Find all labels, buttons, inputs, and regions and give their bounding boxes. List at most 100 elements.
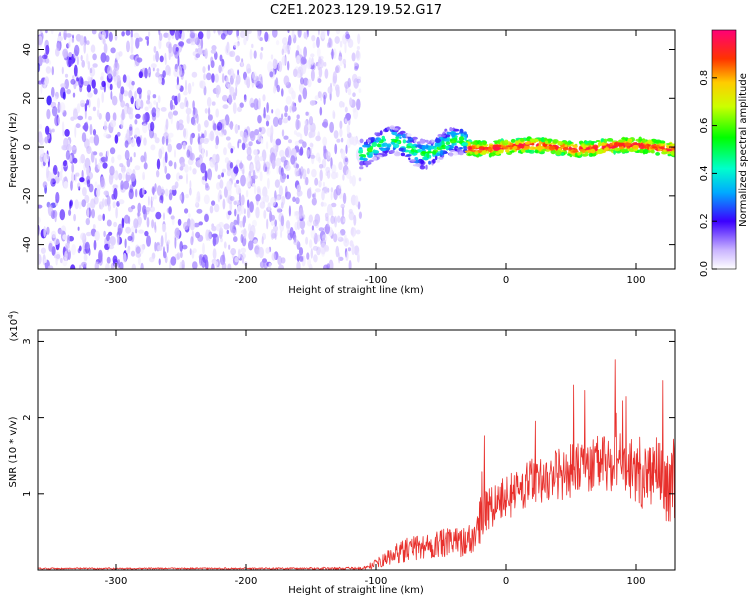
heatmap-cell	[237, 141, 240, 149]
heatmap-cell	[59, 31, 62, 37]
heatmap-cell	[197, 132, 201, 145]
heatmap-cell	[266, 166, 269, 174]
heatmap-cell	[89, 123, 93, 136]
heatmap-cell	[425, 139, 429, 143]
heatmap-cell	[436, 159, 441, 163]
heatmap-cell	[659, 146, 665, 150]
heatmap-cell	[284, 105, 289, 113]
heatmap-cell	[308, 214, 313, 223]
heatmap-cell	[124, 238, 127, 249]
heatmap-cell	[330, 187, 334, 193]
heatmap-cell	[97, 162, 101, 170]
heatmap-cell	[146, 38, 149, 46]
heatmap-cell	[229, 221, 235, 233]
heatmap-cell	[169, 99, 173, 111]
heatmap-cell	[276, 195, 280, 202]
heatmap-cell	[63, 137, 69, 149]
heatmap-cell	[300, 166, 304, 176]
heatmap-cell	[351, 243, 355, 256]
heatmap-cell	[235, 55, 241, 63]
heatmap-cell	[410, 159, 416, 162]
heatmap-cell	[229, 162, 234, 169]
heatmap-cell	[48, 60, 52, 65]
heatmap-cell	[152, 67, 155, 72]
heatmap-cell	[347, 88, 352, 96]
heatmap-cell	[51, 106, 58, 117]
heatmap-cell	[316, 36, 320, 49]
heatmap-cell	[274, 231, 277, 240]
heatmap-cell	[249, 201, 254, 213]
heatmap-cell	[318, 227, 324, 232]
heatmap-cell	[162, 70, 166, 78]
heatmap-cell	[224, 44, 231, 56]
heatmap-cell	[181, 259, 185, 269]
heatmap-cell	[310, 69, 315, 82]
heatmap-cell	[329, 121, 334, 133]
heatmap-cell	[347, 77, 352, 88]
heatmap-cell	[168, 206, 172, 215]
heatmap-cell	[130, 36, 134, 48]
heatmap-cell	[66, 143, 72, 153]
heatmap-cell	[285, 191, 291, 200]
y-tick-label: 40	[22, 43, 33, 56]
colorbar-tick-label: 0.6	[699, 118, 710, 134]
heatmap-cell	[114, 75, 118, 85]
heatmap-cell	[214, 161, 218, 172]
heatmap-cell	[61, 165, 63, 173]
heatmap-y-label: Frequency (Hz)	[8, 112, 19, 188]
heatmap-cell	[103, 120, 108, 132]
heatmap-cell	[265, 114, 271, 121]
heatmap-cell	[51, 128, 55, 133]
heatmap-cell	[667, 153, 671, 157]
heatmap-cell	[137, 257, 141, 266]
heatmap-cell	[270, 214, 276, 221]
heatmap-cell	[299, 171, 303, 180]
heatmap-cell	[198, 142, 203, 153]
heatmap-cell	[310, 248, 313, 259]
snr-y-axis: 1 2 3	[22, 338, 675, 497]
heatmap-cell	[543, 137, 547, 141]
heatmap-cell	[189, 166, 192, 171]
heatmap-cell	[346, 138, 351, 149]
heatmap-cell	[243, 36, 247, 46]
heatmap-cell	[253, 239, 258, 244]
heatmap-cell	[174, 181, 179, 189]
heatmap-cell	[43, 258, 47, 263]
heatmap-cell	[100, 156, 107, 163]
heatmap-cell	[331, 48, 334, 60]
heatmap-cell	[96, 188, 101, 197]
heatmap-cell	[310, 53, 315, 58]
heatmap-cell	[168, 160, 173, 167]
heatmap-cell	[55, 254, 61, 259]
heatmap-cell	[169, 30, 176, 36]
heatmap-cell	[77, 226, 80, 231]
heatmap-cell	[621, 137, 628, 140]
heatmap-cell	[126, 40, 130, 53]
heatmap-cell	[648, 150, 651, 153]
heatmap-cell	[389, 149, 395, 154]
heatmap-cell	[506, 149, 510, 153]
heatmap-cell	[550, 149, 556, 155]
heatmap-cell	[38, 216, 41, 224]
heatmap-cell	[52, 234, 56, 239]
heatmap-cell	[118, 199, 125, 205]
heatmap-cell	[62, 91, 66, 100]
heatmap-cell	[152, 187, 155, 196]
heatmap-cell	[72, 92, 76, 98]
heatmap-cell	[318, 156, 321, 164]
heatmap-cell	[519, 144, 525, 149]
colorbar: 0.0 0.2 0.4 0.6 0.8 Normalized spectral ampl…	[699, 29, 749, 277]
heatmap-cell	[326, 151, 331, 160]
heatmap-cell	[288, 34, 292, 46]
heatmap-cell	[264, 31, 269, 42]
heatmap-cell	[265, 247, 271, 254]
heatmap-cell	[263, 161, 266, 166]
heatmap-cell	[440, 149, 444, 154]
heatmap-cell	[298, 94, 302, 103]
heatmap-cell	[540, 137, 546, 143]
heatmap-cell	[204, 48, 208, 59]
heatmap-cell	[525, 141, 530, 145]
heatmap-cell	[150, 144, 156, 151]
heatmap-cell	[200, 38, 204, 50]
heatmap-cell	[213, 30, 216, 34]
